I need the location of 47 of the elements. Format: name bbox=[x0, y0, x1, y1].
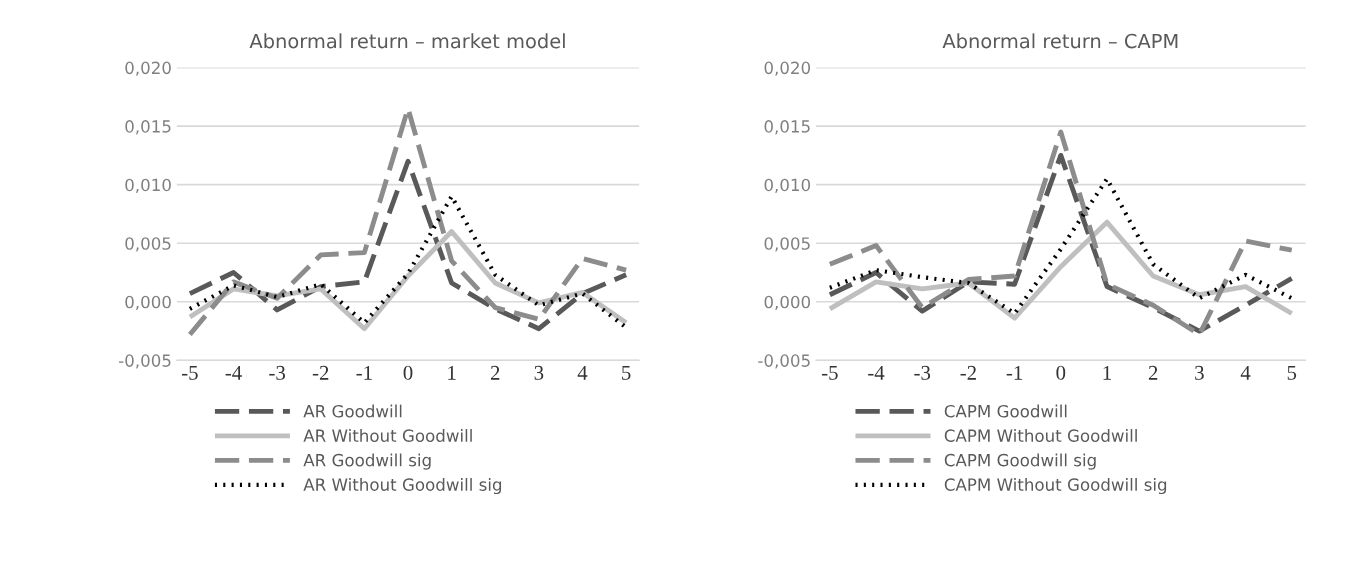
x-tick-label: 4 bbox=[577, 365, 588, 380]
chart-title: Abnormal return – market model bbox=[249, 33, 565, 49]
x-tick-label: -3 bbox=[914, 365, 931, 380]
x-tick-label: -4 bbox=[868, 365, 885, 380]
y-tick-label: 0,005 bbox=[764, 237, 810, 252]
legend-label: CAPM Without Goodwill sig bbox=[944, 477, 1167, 495]
legend-label: CAPM Goodwill bbox=[944, 404, 1067, 418]
legend-label: AR Without Goodwill bbox=[303, 429, 472, 442]
x-tick-label: -1 bbox=[356, 365, 372, 380]
x-tick-label: 3 bbox=[1195, 365, 1204, 380]
x-tick-label: 4 bbox=[1240, 365, 1251, 380]
x-tick-label: 2 bbox=[490, 365, 500, 380]
x-tick-label: 1 bbox=[1103, 365, 1111, 380]
x-tick-label: -1 bbox=[1006, 365, 1023, 380]
x-tick-label: -2 bbox=[312, 365, 329, 380]
x-tick-label: -3 bbox=[269, 365, 285, 380]
legend-label: AR Goodwill sig bbox=[303, 453, 431, 470]
y-tick-label: 0,015 bbox=[125, 120, 171, 135]
legend-label: CAPM Without Goodwill bbox=[944, 429, 1137, 442]
y-tick-label: 0,010 bbox=[764, 178, 811, 193]
y-tick-label: 0,020 bbox=[764, 61, 811, 76]
x-tick-label: 0 bbox=[1056, 365, 1066, 380]
x-tick-label: -2 bbox=[960, 365, 976, 380]
x-tick-label: 1 bbox=[448, 365, 456, 380]
x-tick-label: -5 bbox=[181, 365, 198, 380]
legend-label: AR Without Goodwill sig bbox=[303, 477, 502, 495]
chart-title: Abnormal return – CAPM bbox=[942, 33, 1178, 49]
y-tick-label: 0,000 bbox=[125, 295, 171, 311]
x-tick-label: 5 bbox=[1287, 365, 1297, 380]
y-tick-label: 0,000 bbox=[764, 295, 811, 311]
x-tick-label: -5 bbox=[821, 365, 838, 380]
x-tick-label: 3 bbox=[534, 365, 544, 380]
y-tick-label: 0,010 bbox=[125, 178, 171, 193]
x-tick-label: 2 bbox=[1148, 365, 1158, 380]
y-tick-label: -0,005 bbox=[119, 354, 171, 369]
y-tick-label: 0,020 bbox=[125, 61, 171, 76]
x-tick-label: 5 bbox=[622, 365, 631, 380]
x-tick-label: -4 bbox=[225, 365, 242, 380]
line-series bbox=[827, 219, 1295, 321]
x-tick-label: 0 bbox=[403, 365, 413, 380]
y-tick-label: -0,005 bbox=[758, 354, 810, 369]
y-tick-label: 0,005 bbox=[125, 237, 171, 252]
line-series bbox=[187, 158, 629, 332]
legend-label: AR Goodwill bbox=[303, 404, 402, 418]
y-tick-label: 0,015 bbox=[764, 120, 810, 135]
legend-label: CAPM Goodwill sig bbox=[944, 453, 1096, 470]
line-series bbox=[827, 176, 1294, 316]
